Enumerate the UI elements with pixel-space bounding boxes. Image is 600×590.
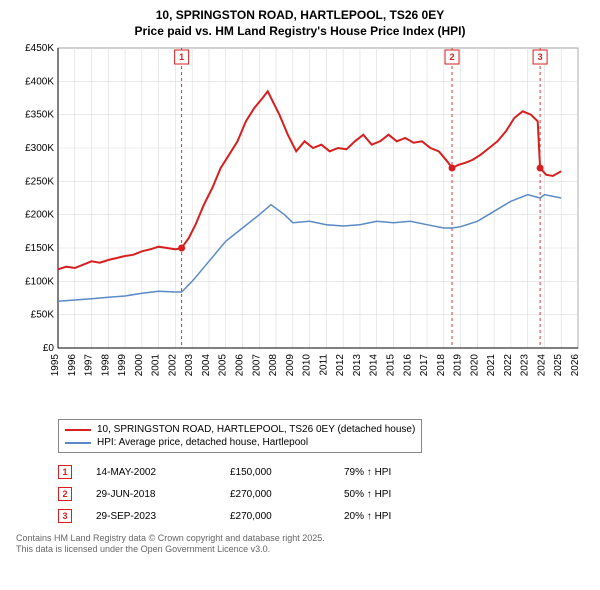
legend: 10, SPRINGSTON ROAD, HARTLEPOOL, TS26 0E… — [58, 419, 422, 453]
svg-text:3: 3 — [538, 52, 543, 62]
svg-text:£0: £0 — [43, 343, 55, 354]
chart-title: 10, SPRINGSTON ROAD, HARTLEPOOL, TS26 0E… — [8, 8, 592, 39]
svg-text:2013: 2013 — [352, 354, 363, 377]
legend-swatch — [65, 429, 91, 431]
svg-text:2021: 2021 — [486, 354, 497, 377]
svg-text:2002: 2002 — [167, 354, 178, 377]
svg-text:2000: 2000 — [134, 354, 145, 377]
svg-text:£250K: £250K — [25, 177, 54, 188]
marker-price: £270,000 — [230, 511, 320, 522]
marker-row: 2 29-JUN-2018 £270,000 50% ↑ HPI — [58, 483, 592, 505]
svg-text:1: 1 — [179, 52, 184, 62]
svg-text:2008: 2008 — [268, 354, 279, 377]
chart-area: £0 £50K £100K £150K £200K £250K £300K £350K £400… — [8, 43, 592, 413]
svg-text:£50K: £50K — [31, 310, 55, 321]
svg-text:2020: 2020 — [469, 354, 480, 377]
marker-delta: 20% ↑ HPI — [344, 511, 444, 522]
svg-text:2005: 2005 — [218, 354, 229, 377]
svg-text:2018: 2018 — [436, 354, 447, 377]
svg-text:1996: 1996 — [67, 354, 78, 377]
marker-badge: 1 — [58, 465, 72, 479]
footer-attribution: Contains HM Land Registry data © Crown c… — [16, 533, 592, 556]
marker-price: £150,000 — [230, 467, 320, 478]
svg-text:1995: 1995 — [50, 354, 61, 377]
marker-badge: 3 — [58, 509, 72, 523]
title-line-1: 10, SPRINGSTON ROAD, HARTLEPOOL, TS26 0E… — [8, 8, 592, 24]
svg-text:£400K: £400K — [25, 77, 54, 88]
svg-text:2001: 2001 — [151, 354, 162, 377]
marker-row: 3 29-SEP-2023 £270,000 20% ↑ HPI — [58, 505, 592, 527]
svg-text:2024: 2024 — [536, 354, 547, 377]
svg-text:2007: 2007 — [251, 354, 262, 377]
marker-date: 14-MAY-2002 — [96, 467, 206, 478]
svg-text:2026: 2026 — [570, 354, 581, 377]
svg-text:1997: 1997 — [84, 354, 95, 377]
legend-row: HPI: Average price, detached house, Hart… — [65, 436, 415, 449]
svg-text:1999: 1999 — [117, 354, 128, 377]
svg-text:2023: 2023 — [520, 354, 531, 377]
footer-line-2: This data is licensed under the Open Gov… — [16, 544, 592, 555]
svg-text:£450K: £450K — [25, 43, 54, 54]
marker-table: 1 14-MAY-2002 £150,000 79% ↑ HPI 2 29-JUN-201… — [58, 461, 592, 527]
svg-text:2003: 2003 — [184, 354, 195, 377]
legend-swatch — [65, 442, 91, 444]
svg-text:2019: 2019 — [453, 354, 464, 377]
svg-text:2010: 2010 — [302, 354, 313, 377]
svg-text:£200K: £200K — [25, 210, 54, 221]
line-chart: £0 £50K £100K £150K £200K £250K £300K £350K £400… — [8, 43, 592, 413]
svg-text:2006: 2006 — [235, 354, 246, 377]
svg-text:2009: 2009 — [285, 354, 296, 377]
footer-line-1: Contains HM Land Registry data © Crown c… — [16, 533, 592, 544]
legend-label: 10, SPRINGSTON ROAD, HARTLEPOOL, TS26 0E… — [97, 424, 415, 435]
marker-date: 29-JUN-2018 — [96, 489, 206, 500]
svg-text:2025: 2025 — [553, 354, 564, 377]
marker-price: £270,000 — [230, 489, 320, 500]
legend-label: HPI: Average price, detached house, Hart… — [97, 437, 308, 448]
marker-delta: 50% ↑ HPI — [344, 489, 444, 500]
svg-text:2016: 2016 — [402, 354, 413, 377]
marker-row: 1 14-MAY-2002 £150,000 79% ↑ HPI — [58, 461, 592, 483]
svg-text:1998: 1998 — [100, 354, 111, 377]
legend-row: 10, SPRINGSTON ROAD, HARTLEPOOL, TS26 0E… — [65, 423, 415, 436]
svg-text:£350K: £350K — [25, 110, 54, 121]
svg-text:2022: 2022 — [503, 354, 514, 377]
svg-text:2012: 2012 — [335, 354, 346, 377]
svg-text:2017: 2017 — [419, 354, 430, 377]
marker-date: 29-SEP-2023 — [96, 511, 206, 522]
svg-text:£150K: £150K — [25, 243, 54, 254]
svg-text:£100K: £100K — [25, 277, 54, 288]
svg-text:2011: 2011 — [318, 354, 329, 376]
marker-badge: 2 — [58, 487, 72, 501]
svg-text:2: 2 — [450, 52, 455, 62]
svg-text:2004: 2004 — [201, 354, 212, 377]
svg-text:2015: 2015 — [385, 354, 396, 377]
marker-delta: 79% ↑ HPI — [344, 467, 444, 478]
title-line-2: Price paid vs. HM Land Registry's House … — [8, 24, 592, 40]
svg-text:2014: 2014 — [369, 354, 380, 377]
svg-text:£300K: £300K — [25, 143, 54, 154]
